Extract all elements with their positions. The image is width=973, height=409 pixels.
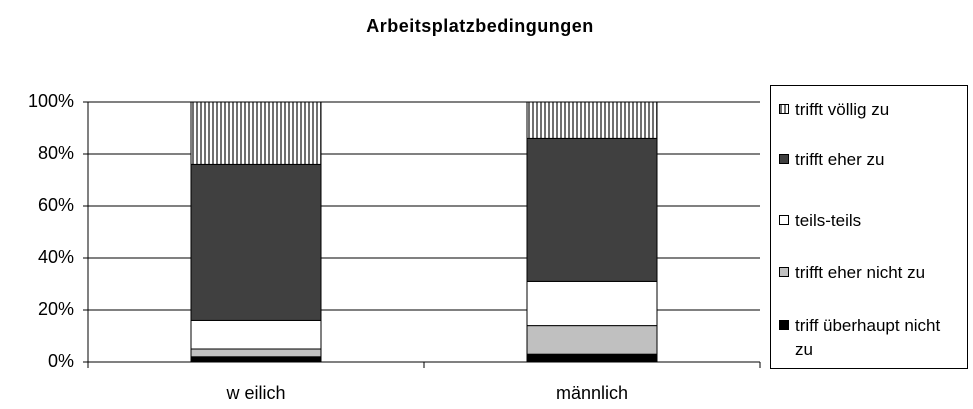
x-tick-label: männlich (556, 383, 628, 403)
y-tick-label: 20% (38, 299, 74, 319)
legend-entry: triff überhaupt nicht zu (779, 314, 951, 362)
bar-segment (190, 163, 322, 321)
legend-swatch (779, 215, 789, 225)
x-tick-label: w eilich (225, 383, 285, 403)
legend-label: trifft eher zu (795, 150, 885, 169)
bar-segment (190, 356, 322, 363)
y-tick-label: 0% (48, 351, 74, 371)
bar-segment (526, 353, 658, 363)
bar-segment (526, 137, 658, 282)
y-tick-label: 60% (38, 195, 74, 215)
bar-segment (190, 319, 322, 350)
bar-segment (526, 101, 658, 139)
legend-label: trifft eher nicht zu (795, 263, 926, 282)
bar-segment (526, 325, 658, 355)
y-tick-label: 40% (38, 247, 74, 267)
legend-label: trifft völlig zu (795, 100, 890, 119)
bar-segment (526, 280, 658, 327)
legend: trifft völlig zu trifft eher zu teils-teil… (770, 85, 968, 369)
legend-label: teils-teils (795, 211, 862, 230)
legend-swatch (779, 154, 789, 164)
legend-swatch (779, 267, 789, 277)
legend-swatch (779, 104, 789, 114)
legend-swatch (779, 320, 789, 330)
legend-entry: teils-teils (779, 209, 951, 233)
legend-entry: trifft eher nicht zu (779, 261, 951, 285)
y-tick-label: 80% (38, 143, 74, 163)
bar-segment (190, 101, 322, 165)
legend-entry: trifft völlig zu (779, 98, 951, 122)
bar-segment (190, 348, 322, 358)
legend-entry: trifft eher zu (779, 148, 951, 172)
legend-label: triff überhaupt nicht zu (795, 316, 941, 359)
y-tick-label: 100% (28, 91, 74, 111)
chart-title: Arbeitsplatzbedingungen (366, 16, 594, 36)
